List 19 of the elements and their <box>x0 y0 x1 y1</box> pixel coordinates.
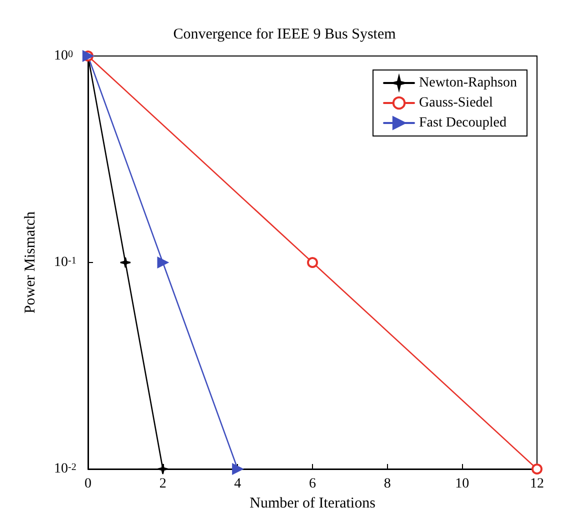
chart-title: Convergence for IEEE 9 Bus System <box>173 26 396 42</box>
point <box>532 464 542 474</box>
point <box>157 463 168 475</box>
legend-label: Gauss-Siedel <box>419 96 493 110</box>
x-tick-label: 12 <box>530 476 544 492</box>
x-tick-label: 2 <box>159 476 166 492</box>
legend-label: Newton-Raphson <box>419 76 518 90</box>
x-axis-title: Number of Iterations <box>250 495 376 512</box>
x-tick-label: 6 <box>309 476 316 492</box>
point <box>232 463 244 475</box>
point <box>157 256 168 268</box>
x-tick-label: 10 <box>455 476 470 492</box>
point <box>120 256 132 268</box>
x-tick-label: 4 <box>234 476 242 492</box>
x-tick-label: 8 <box>384 476 391 492</box>
point <box>307 257 318 268</box>
y-axis-title: Power Mismatch <box>22 210 38 314</box>
x-tick-label: 0 <box>84 476 92 492</box>
legend-label: Fast Decoupled <box>419 116 506 130</box>
